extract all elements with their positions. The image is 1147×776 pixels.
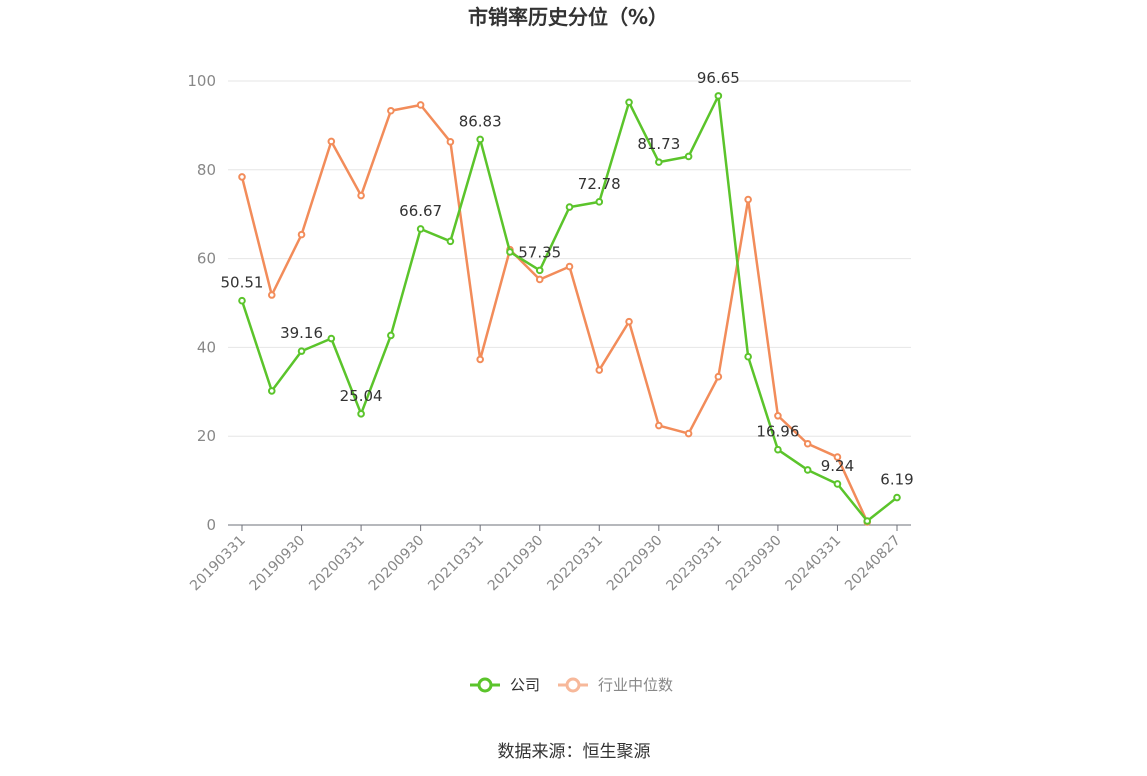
data-point-industry (565, 262, 574, 271)
legend-marker-industry (565, 677, 581, 693)
data-labels: 50.51 39.16 25.04 66.67 86.83 57.35 72.78 81.73… (221, 69, 914, 489)
data-point-industry (655, 421, 663, 430)
y-tick-label: 20 (197, 427, 216, 445)
data-point-industry (357, 191, 365, 200)
data-point-company (357, 410, 365, 418)
series (238, 92, 901, 526)
data-point-company (625, 98, 633, 107)
y-tick-label: 0 (206, 516, 216, 534)
x-tick-label: 20230930 (723, 533, 785, 595)
legend-marker-company (477, 677, 493, 693)
data-label: 9.24 (821, 457, 854, 475)
data-point-industry (595, 366, 604, 374)
data-point-company (684, 152, 693, 161)
data-point-industry (684, 429, 693, 438)
x-tick-label: 20210331 (425, 533, 487, 595)
x-tick-label: 20240331 (783, 533, 845, 595)
data-point-company (803, 466, 812, 474)
data-label: 39.16 (280, 324, 323, 342)
data-point-industry (238, 173, 246, 181)
data-point-industry (714, 372, 723, 381)
data-point-company (297, 347, 306, 355)
data-point-company (446, 237, 455, 246)
data-point-industry (774, 411, 782, 420)
data-point-industry (744, 195, 752, 204)
x-tick-label: 20200930 (366, 533, 428, 595)
data-point-industry (625, 317, 633, 326)
data-label: 57.35 (518, 243, 561, 261)
data-point-company (476, 135, 484, 144)
series-line-industry (240, 103, 869, 523)
data-point-company (893, 493, 901, 502)
data-point-company (238, 296, 246, 305)
x-tick-label: 20190331 (187, 533, 249, 595)
data-label: 86.83 (459, 112, 502, 130)
data-point-company (565, 203, 574, 211)
x-tick-label: 20190930 (247, 533, 309, 595)
legend-label-industry: 行业中位数 (598, 676, 673, 694)
data-point-company (863, 517, 872, 525)
data-point-industry (387, 106, 395, 115)
y-tick-label: 40 (197, 338, 216, 356)
x-tick-label: 20240827 (842, 533, 904, 595)
chart-title: 市销率历史分位（%） (468, 5, 668, 29)
y-tick-label: 100 (187, 72, 216, 90)
data-label: 66.67 (399, 202, 442, 220)
data-point-company (506, 248, 514, 256)
source-note: 数据来源：恒生聚源 (498, 742, 651, 762)
data-point-industry (535, 275, 544, 284)
legend-item-company[interactable]: 公司 (470, 676, 540, 694)
data-point-industry (446, 138, 455, 146)
data-point-company (655, 158, 663, 166)
data-point-company (267, 387, 276, 395)
data-point-company (416, 225, 425, 233)
data-label: 16.96 (756, 423, 799, 441)
data-label: 6.19 (880, 471, 913, 489)
legend: 公司 行业中位数 (470, 676, 673, 694)
data-label: 72.78 (578, 175, 621, 193)
data-label: 50.51 (221, 274, 264, 292)
x-tick-label: 20220331 (544, 533, 606, 595)
data-point-industry (327, 137, 336, 146)
x-tick-label: 20230331 (663, 533, 725, 595)
data-point-company (595, 198, 604, 206)
legend-item-industry[interactable]: 行业中位数 (558, 676, 673, 694)
data-point-company (327, 334, 336, 343)
data-point-industry (297, 230, 306, 239)
data-label: 81.73 (637, 135, 680, 153)
x-tick-label: 20200331 (306, 533, 368, 595)
data-point-company (714, 92, 723, 100)
data-point-industry (833, 453, 842, 461)
data-point-industry (803, 439, 812, 448)
y-tick-label: 80 (197, 161, 216, 179)
data-point-company (833, 480, 842, 488)
data-label: 96.65 (697, 69, 740, 87)
data-point-company (535, 266, 544, 275)
data-point-company (744, 352, 752, 361)
y-tick-label: 60 (197, 250, 216, 268)
x-tick-label: 20210930 (485, 533, 547, 595)
data-point-company (387, 331, 395, 340)
data-point-industry (416, 101, 425, 109)
grid (228, 80, 911, 437)
data-point-company (774, 445, 782, 454)
x-tick-label: 20220930 (604, 533, 666, 595)
data-point-industry (267, 291, 276, 299)
data-label: 25.04 (340, 387, 383, 405)
data-point-industry (476, 355, 484, 364)
legend-label-company: 公司 (510, 676, 540, 694)
